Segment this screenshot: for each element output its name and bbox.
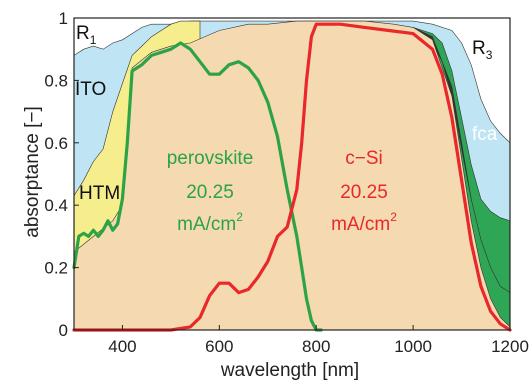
annotation-htm: HTM	[79, 183, 120, 204]
annotation-perovskite-value: 20.25	[186, 182, 234, 203]
y-tick-label: 0.2	[44, 259, 68, 278]
annotation-r3: R3	[472, 38, 493, 62]
x-tick-label: 600	[205, 337, 233, 356]
y-tick-label: 0.6	[44, 134, 68, 153]
y-tick-label: 0.8	[44, 71, 68, 90]
annotation-csi-unit: mA/cm2	[331, 210, 397, 235]
annotation-csi: c−Si	[345, 148, 383, 169]
series-line-c-Si	[72, 22, 512, 332]
x-tick-label: 800	[302, 337, 330, 356]
series-line-perovskite	[72, 41, 323, 332]
x-tick-label: 1200	[491, 337, 529, 356]
y-tick-label: 0	[59, 321, 68, 340]
annotation-csi-value: 20.25	[340, 182, 388, 203]
x-tick-label: 1000	[394, 337, 432, 356]
axis-ticks: 400 600 800 1000 1200 0 0.2 0.4 0.6 0.8 1	[44, 9, 529, 356]
x-tick-label: 400	[108, 337, 136, 356]
y-axis-label: absorptance [−]	[22, 106, 43, 238]
series-lines	[72, 22, 512, 332]
annotation-ito: ITO	[75, 79, 106, 100]
annotation-perovskite: perovskite	[167, 148, 254, 169]
y-tick-label: 1	[59, 9, 68, 28]
annotation-perovskite-unit: mA/cm2	[177, 210, 243, 235]
annotation-fca: fca	[472, 124, 498, 145]
annotation-r1: R1	[76, 23, 97, 47]
plot-frame	[73, 17, 511, 331]
x-axis-label: wavelength [nm]	[220, 360, 359, 381]
y-tick-label: 0.4	[44, 196, 68, 215]
